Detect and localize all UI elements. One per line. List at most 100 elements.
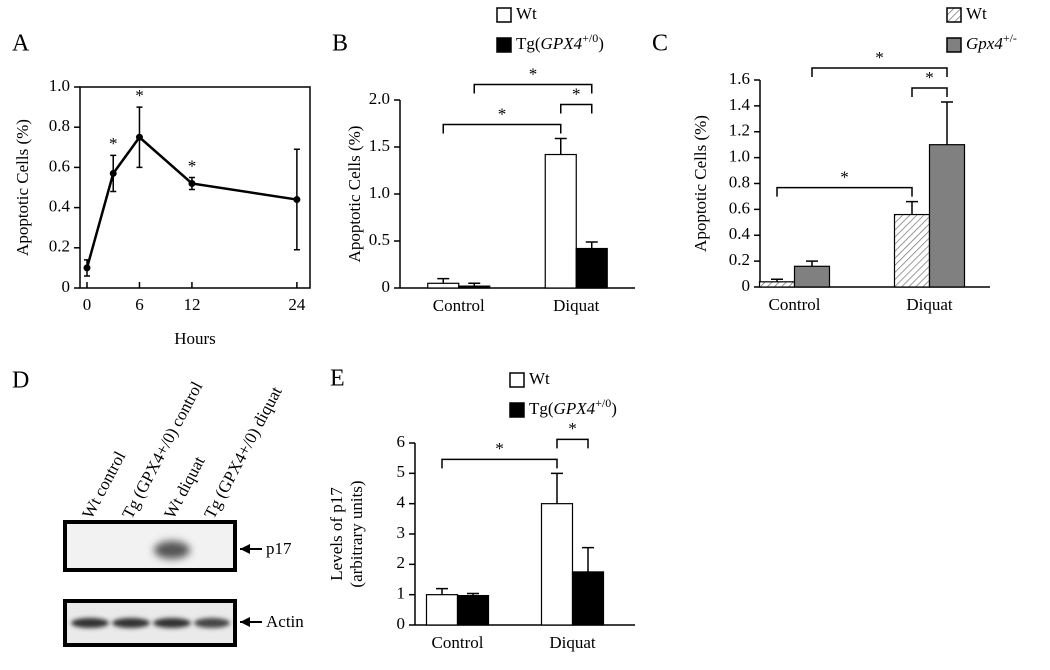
- legend-label-part: GPX4: [554, 399, 596, 418]
- y-tick-label: 0.2: [729, 250, 750, 269]
- y-tick-label: 0: [62, 277, 71, 296]
- legend-swatch: [496, 7, 512, 23]
- panel-label: C: [652, 31, 668, 57]
- y-tick-label: 1.2: [729, 121, 750, 140]
- significance-bracket: [811, 67, 948, 77]
- y-tick-label: 0.6: [729, 198, 750, 217]
- y-tick-label: 0.4: [49, 197, 71, 216]
- legend-label-part: Tg(: [529, 399, 554, 418]
- arrow-head: [240, 544, 250, 554]
- x-tick-label: Diquat: [553, 296, 600, 315]
- y-axis-label: Levels of p17: [327, 487, 346, 581]
- y-tick-label: 4: [397, 493, 406, 512]
- legend-label: Tg(GPX4+/0): [529, 396, 617, 418]
- x-tick-label: Control: [433, 296, 485, 315]
- y-axis-label: Apoptotic Cells (%): [691, 115, 710, 252]
- significance-bracket: [442, 123, 562, 134]
- point: [109, 169, 117, 177]
- y-tick-label: 0.2: [49, 237, 70, 256]
- error-bar: [806, 260, 818, 267]
- bar: [928, 144, 966, 288]
- significance-mark: *: [568, 419, 577, 438]
- significance-mark: *: [188, 156, 197, 175]
- y-tick-label: 5: [397, 462, 406, 481]
- legend-label-part: ): [611, 399, 617, 418]
- x-tick-label: 24: [288, 295, 306, 314]
- legend-label: Wt: [966, 4, 987, 23]
- legend-label-part: Tg(: [516, 34, 541, 53]
- error-bar: [551, 472, 563, 504]
- legend-label-part: Wt: [966, 4, 987, 23]
- error-bar: [585, 241, 598, 249]
- legend-label-part: +/-: [1003, 31, 1017, 45]
- panel-label: A: [12, 31, 30, 57]
- bar: [575, 247, 608, 289]
- bar: [758, 281, 796, 288]
- error-bar: [906, 200, 918, 215]
- legend-swatch: [946, 37, 962, 53]
- error-bar: [941, 101, 953, 145]
- x-tick-label: 12: [183, 295, 200, 314]
- arrow-head: [240, 617, 250, 627]
- y-tick-label: 0.6: [49, 156, 70, 175]
- legend-swatch: [496, 37, 512, 53]
- bar: [427, 282, 460, 289]
- x-tick-label: Diquat: [906, 295, 953, 314]
- band-label: p17: [266, 539, 292, 558]
- significance-mark: *: [572, 84, 581, 103]
- x-tick-label: Diquat: [549, 633, 596, 652]
- x-tick-label: 6: [135, 295, 144, 314]
- y-tick-label: 1.6: [729, 69, 750, 88]
- y-tick-label: 0: [382, 277, 391, 296]
- significance-bracket: [556, 438, 589, 449]
- y-tick-label: 1.4: [729, 95, 751, 114]
- y-tick-label: 1.5: [369, 136, 390, 155]
- significance-bracket: [441, 458, 558, 469]
- bar: [458, 285, 491, 289]
- x-tick-label: Control: [769, 295, 821, 314]
- y-tick-label: 1: [397, 584, 406, 603]
- legend-swatch: [509, 402, 525, 418]
- y-tick-label: 1.0: [729, 147, 750, 166]
- blot-panel: D Wt control Tg (GPX4+/0) control Wt diq…: [12, 368, 304, 647]
- legend-label-part: +/0: [582, 31, 598, 45]
- y-tick-label: 0.5: [369, 230, 390, 249]
- bar: [456, 594, 490, 626]
- error-bar: [436, 587, 448, 595]
- bar: [893, 213, 931, 288]
- y-axis-label: Apoptotic Cells (%): [345, 126, 364, 263]
- legend-label-part: Gpx4: [966, 34, 1003, 53]
- legend-label-part: Wt: [529, 369, 550, 388]
- y-tick-label: 2.0: [369, 89, 390, 108]
- legend-label-part: GPX4: [541, 34, 583, 53]
- lane-label: Tg (GPX4+/0) control: [118, 378, 206, 522]
- significance-bracket: [473, 83, 593, 94]
- legend-swatch: [509, 372, 525, 388]
- point: [83, 264, 91, 272]
- significance-mark: *: [875, 48, 884, 67]
- y-tick-label: 3: [397, 523, 406, 542]
- significance-mark: *: [840, 168, 849, 187]
- bar: [540, 503, 574, 626]
- bar: [425, 594, 459, 626]
- significance-mark: *: [498, 104, 507, 123]
- plot-frame: [79, 86, 311, 289]
- y-tick-label: 2: [397, 553, 406, 572]
- x-tick-label: Control: [432, 633, 484, 652]
- significance-bracket: [560, 103, 593, 114]
- y-axis-label: Apoptotic Cells (%): [13, 119, 32, 256]
- y-tick-label: 1.0: [49, 76, 70, 95]
- significance-mark: *: [925, 68, 934, 87]
- y-axis-label: (arbitrary units): [347, 480, 366, 587]
- significance-mark: *: [135, 86, 144, 105]
- x-tick-label: 0: [83, 295, 92, 314]
- actin-bands: [71, 618, 230, 628]
- significance-mark: *: [529, 64, 538, 83]
- bar: [544, 153, 577, 289]
- point: [188, 179, 196, 187]
- significance-mark: *: [109, 134, 118, 153]
- error-bar: [437, 277, 450, 284]
- point: [135, 133, 143, 141]
- lane-label: Tg (GPX4+/0) diquat: [200, 383, 286, 522]
- error-bar: [582, 546, 594, 572]
